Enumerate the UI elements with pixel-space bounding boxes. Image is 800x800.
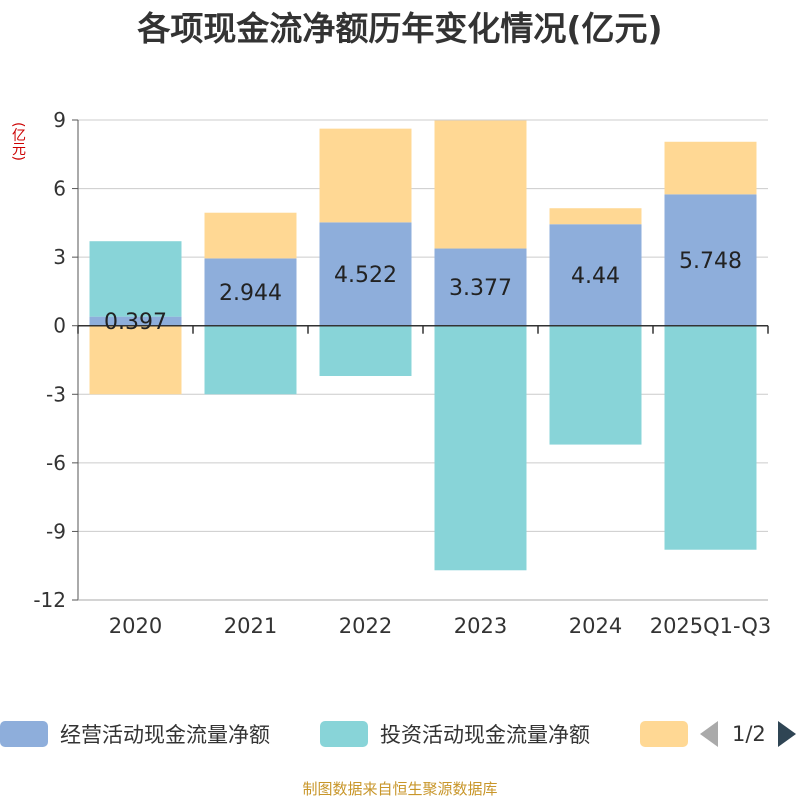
chart-plot: 9 6 3 0 -3 -6 -9 -12 2020 2021 2022 2023 2024 2025Q1-…: [33, 108, 771, 638]
y-tick-label: -3: [46, 382, 66, 406]
legend: 经营活动现金流量净额 投资活动现金流量净额 1/2: [0, 716, 800, 752]
bar-series-0: [319, 222, 412, 326]
chart-title: 各项现金流净额历年变化情况(亿元): [137, 9, 663, 48]
bar-series-0: [664, 194, 757, 326]
legend-label-investing: 投资活动现金流量净额: [380, 723, 590, 747]
data-label: 3.377: [449, 276, 512, 301]
y-tick-label: 0: [53, 314, 66, 338]
bar-series-0: [89, 316, 182, 326]
legend-next-icon[interactable]: [777, 721, 796, 747]
bars: [89, 120, 757, 571]
x-tick-label: 2025Q1-Q3: [650, 614, 772, 638]
legend-item-financing[interactable]: [640, 716, 700, 752]
bar-series-1: [204, 325, 297, 395]
data-labels: 0.397 2.944 4.522 3.377 4.44 5.748: [104, 249, 742, 335]
data-label: 4.522: [334, 263, 397, 288]
legend-label-operating: 经营活动现金流量净额: [60, 723, 270, 747]
bar-series-0: [204, 258, 297, 326]
bar-series-2: [319, 128, 412, 223]
y-tick-label: -12: [33, 588, 66, 612]
data-label: 4.44: [571, 264, 620, 289]
data-source-note: 制图数据来自恒生聚源数据库: [302, 780, 498, 798]
bar-series-1: [434, 325, 527, 571]
data-label: 2.944: [219, 281, 282, 306]
x-tick-label: 2022: [339, 614, 392, 638]
legend-prev-icon[interactable]: [700, 721, 718, 747]
bar-series-2: [89, 325, 182, 395]
y-axis-unit: (亿元): [10, 122, 26, 161]
y-tick-label: -9: [46, 519, 66, 543]
bar-series-2: [204, 212, 297, 259]
data-label: 5.748: [679, 249, 742, 274]
bar-series-0: [434, 248, 527, 326]
bar-series-1: [89, 241, 182, 317]
x-tick-label: 2021: [224, 614, 277, 638]
axes: 9 6 3 0 -3 -6 -9 -12 2020 2021 2022 2023 2024 2025Q1-…: [33, 108, 771, 638]
legend-item-operating[interactable]: 经营活动现金流量净额: [0, 716, 270, 752]
y-tick-label: -6: [46, 451, 66, 475]
legend-page-indicator: 1/2: [732, 722, 766, 746]
bar-series-2: [664, 141, 757, 195]
legend-item-investing[interactable]: 投资活动现金流量净额: [320, 716, 590, 752]
legend-swatch-investing: [320, 721, 368, 747]
y-tick-label: 9: [53, 108, 66, 132]
x-tick-label: 2020: [109, 614, 162, 638]
y-tick-label: 3: [53, 245, 66, 269]
bar-series-0: [549, 224, 642, 326]
bar-series-1: [549, 325, 642, 445]
bar-series-2: [434, 120, 527, 249]
legend-swatch-operating: [0, 721, 48, 747]
bar-series-1: [319, 325, 412, 376]
x-tick-label: 2023: [454, 614, 507, 638]
x-tick-label: 2024: [569, 614, 622, 638]
legend-pager: 1/2: [700, 716, 796, 752]
bar-series-1: [664, 325, 757, 550]
y-tick-label: 6: [53, 177, 66, 201]
data-label: 0.397: [104, 310, 167, 335]
bar-series-2: [549, 208, 642, 225]
legend-swatch-financing: [640, 721, 688, 747]
